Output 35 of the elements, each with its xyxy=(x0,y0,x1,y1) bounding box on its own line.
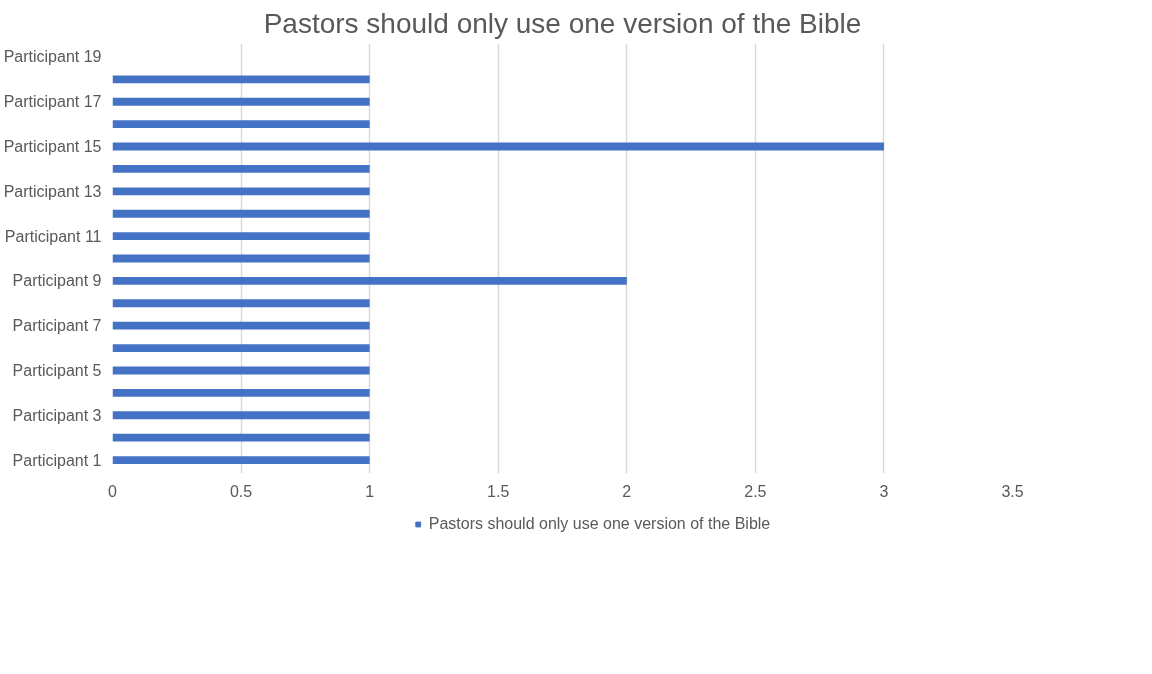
y-tick-label: Participant 15 xyxy=(3,138,102,156)
bar xyxy=(112,276,627,285)
y-tick-label: Participant 17 xyxy=(3,93,102,111)
bar xyxy=(112,120,370,129)
bar xyxy=(112,165,370,173)
bar xyxy=(112,299,370,308)
bar xyxy=(112,388,370,397)
bar xyxy=(112,321,370,330)
y-tick-label: Participant 9 xyxy=(12,272,102,290)
bar xyxy=(112,433,370,442)
x-tick-label: 3 xyxy=(879,482,889,500)
bar xyxy=(112,209,370,218)
x-tick-label: 3.5 xyxy=(1001,482,1024,500)
y-tick-label: Participant 1 xyxy=(12,451,102,469)
bar xyxy=(112,97,370,106)
legend-label: Pastors should only use one version of the Bible xyxy=(428,515,771,533)
bar xyxy=(112,411,370,420)
y-tick-label: Participant 11 xyxy=(4,227,102,245)
bar xyxy=(112,75,370,84)
x-tick-label: 1 xyxy=(365,482,375,500)
bar xyxy=(112,187,370,196)
x-tick-label: 2.5 xyxy=(744,482,767,500)
bar xyxy=(112,456,370,464)
y-tick-label: Participant 13 xyxy=(3,182,102,200)
x-tick-label: 2 xyxy=(622,482,632,500)
bar xyxy=(112,344,370,352)
x-tick-label: 1.5 xyxy=(487,482,510,500)
y-tick-label: Participant 7 xyxy=(12,317,102,335)
y-tick-label: Participant 5 xyxy=(12,361,102,379)
y-tick-label: Participant 3 xyxy=(12,406,102,424)
bar xyxy=(112,232,370,241)
y-tick-label: Participant 19 xyxy=(3,48,102,66)
x-tick-label: 0 xyxy=(108,482,118,500)
chart-title: Pastors should only use one version of the Bible xyxy=(263,7,862,39)
x-tick-label: 0.5 xyxy=(229,482,253,500)
